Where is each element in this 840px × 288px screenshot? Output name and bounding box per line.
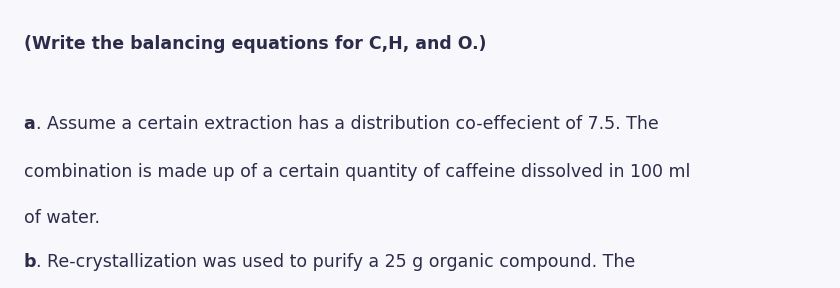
Text: . Re-crystallization was used to purify a 25 g organic compound. The: . Re-crystallization was used to purify … <box>36 253 635 271</box>
Text: (Write the balancing equations for C,H, and O.): (Write the balancing equations for C,H, … <box>24 35 486 53</box>
Text: combination is made up of a certain quantity of caffeine dissolved in 100 ml: combination is made up of a certain quan… <box>24 163 690 181</box>
Text: a: a <box>24 115 35 133</box>
Text: of water.: of water. <box>24 209 99 227</box>
Text: b: b <box>24 253 36 271</box>
Text: . Assume a certain extraction has a distribution co-effecient of 7.5. The: . Assume a certain extraction has a dist… <box>36 115 659 133</box>
